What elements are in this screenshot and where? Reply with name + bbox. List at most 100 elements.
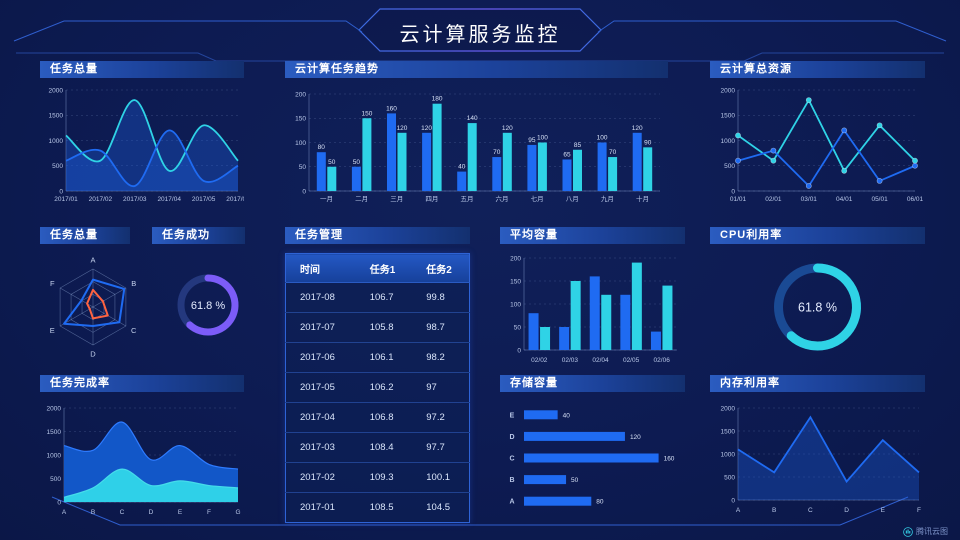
svg-text:五月: 五月 (460, 195, 473, 203)
svg-text:150: 150 (510, 278, 521, 285)
svg-text:02/05: 02/05 (623, 357, 640, 364)
panel-title-resource: 云计算总资源 (710, 61, 925, 78)
memory-area-chart: 0 500 1000 1500 2000 A B C D E F (721, 405, 921, 514)
svg-text:150: 150 (361, 110, 372, 117)
svg-text:E: E (510, 412, 515, 419)
svg-text:50: 50 (353, 159, 361, 166)
table-header-cell: 任务1 (355, 253, 413, 283)
table-row: 2017-02 109.3 100.1 (285, 462, 470, 493)
svg-text:2017/05: 2017/05 (192, 196, 216, 203)
panel-title-memory: 内存利用率 (710, 375, 925, 392)
svg-text:120: 120 (502, 125, 513, 132)
svg-text:1000: 1000 (49, 138, 64, 145)
svg-text:80: 80 (318, 144, 326, 151)
resource-line-chart: 0 500 1000 1500 2000 01/01 02/01 03/01 04/01 05/0… (721, 87, 924, 203)
table-row: 2017-06 106.1 98.2 (285, 342, 470, 373)
logo-icon (903, 526, 913, 537)
task-success-donut: 61.8 % (177, 274, 239, 336)
svg-text:90: 90 (644, 139, 652, 146)
svg-text:二月: 二月 (355, 195, 368, 203)
svg-text:B: B (772, 507, 776, 514)
svg-text:2000: 2000 (721, 405, 736, 412)
svg-text:2000: 2000 (47, 405, 62, 412)
svg-text:120: 120 (421, 125, 432, 132)
svg-text:2017/04: 2017/04 (157, 196, 181, 203)
svg-text:1500: 1500 (49, 113, 64, 120)
svg-text:2017/01: 2017/01 (54, 196, 78, 203)
table-cell: 100.1 (412, 462, 470, 493)
svg-text:A: A (62, 509, 67, 516)
svg-text:0: 0 (57, 499, 61, 506)
svg-text:40: 40 (458, 164, 466, 171)
trend-bar-chart: 0 50 100 150 200 一月 二月 三月 四月 五月 六月 七月 八月 九月 十月 80 50 160 1… (295, 91, 660, 203)
svg-text:一月: 一月 (320, 195, 333, 203)
table-header-cell: 任务2 (412, 253, 470, 283)
table-row: 2017-05 106.2 97 (285, 372, 470, 403)
svg-text:0: 0 (731, 188, 735, 195)
table-cell: 99.8 (412, 282, 470, 313)
svg-text:01/01: 01/01 (730, 196, 747, 203)
storage-hbar-chart: E 40 D 120 C 160 B 50 A 80 (509, 410, 675, 506)
table-cell: 106.8 (355, 402, 413, 433)
table-row: 2017-07 105.8 98.7 (285, 312, 470, 343)
svg-text:0: 0 (517, 347, 521, 354)
table-cell: 108.5 (355, 492, 413, 523)
watermark: 腾讯云图 (903, 526, 948, 537)
table-row: 2017-08 106.7 99.8 (285, 282, 470, 313)
table-cell: 98.7 (412, 312, 470, 343)
panel-title-management: 任务管理 (285, 227, 470, 244)
svg-text:2017/03: 2017/03 (123, 196, 147, 203)
svg-text:六月: 六月 (496, 194, 509, 203)
svg-text:50: 50 (514, 324, 522, 331)
panel-title-success: 任务成功 (152, 227, 245, 244)
table-cell: 2017-05 (285, 372, 356, 403)
svg-text:50: 50 (328, 159, 336, 166)
svg-text:65: 65 (563, 151, 571, 158)
svg-text:0: 0 (731, 497, 735, 504)
svg-text:180: 180 (432, 96, 443, 103)
table-cell: 2017-02 (285, 462, 356, 493)
svg-text:85: 85 (574, 142, 582, 149)
task-radar-chart: A B C D E F (50, 256, 137, 359)
svg-text:B: B (91, 509, 95, 516)
svg-text:70: 70 (493, 149, 501, 156)
svg-text:十月: 十月 (636, 194, 649, 203)
svg-text:A: A (509, 499, 514, 506)
svg-text:120: 120 (632, 125, 643, 132)
svg-text:1000: 1000 (721, 138, 736, 145)
svg-text:八月: 八月 (566, 195, 579, 203)
table-cell: 2017-07 (285, 312, 356, 343)
table-cell: 98.2 (412, 342, 470, 373)
table-cell: 97.7 (412, 432, 470, 463)
svg-text:D: D (149, 509, 154, 516)
svg-text:100: 100 (537, 135, 548, 142)
avg-capacity-bar-chart: 0 50 100 150 200 02/02 02/03 02/04 02/05 02/06 (510, 255, 677, 364)
svg-text:02/01: 02/01 (765, 196, 782, 203)
svg-text:2000: 2000 (721, 87, 736, 94)
svg-text:2017/06: 2017/06 (226, 196, 244, 203)
svg-text:A: A (90, 256, 95, 265)
svg-text:500: 500 (52, 163, 63, 170)
svg-text:120: 120 (630, 434, 641, 441)
svg-text:500: 500 (50, 476, 61, 483)
svg-text:1000: 1000 (721, 451, 736, 458)
svg-text:500: 500 (724, 163, 735, 170)
svg-text:160: 160 (664, 456, 675, 463)
panel-title-trend: 云计算任务趋势 (285, 61, 668, 78)
svg-text:61.8 %: 61.8 % (798, 300, 837, 314)
svg-text:1500: 1500 (721, 428, 736, 435)
svg-text:B: B (131, 279, 136, 288)
svg-text:100: 100 (510, 301, 521, 308)
svg-text:D: D (90, 350, 96, 359)
svg-text:02/02: 02/02 (531, 357, 548, 364)
table-cell: 2017-06 (285, 342, 356, 373)
svg-text:100: 100 (597, 135, 608, 142)
svg-text:200: 200 (295, 91, 306, 98)
svg-text:80: 80 (596, 499, 604, 506)
svg-text:1500: 1500 (721, 113, 736, 120)
table-cell: 97 (412, 372, 470, 403)
panel-title-cpu: CPU利用率 (710, 227, 925, 244)
task-management-table: 时间 任务1 任务2 2017-08 106.7 99.8 2017-07 105.8 98.7… (285, 253, 470, 523)
svg-text:F: F (917, 507, 921, 514)
